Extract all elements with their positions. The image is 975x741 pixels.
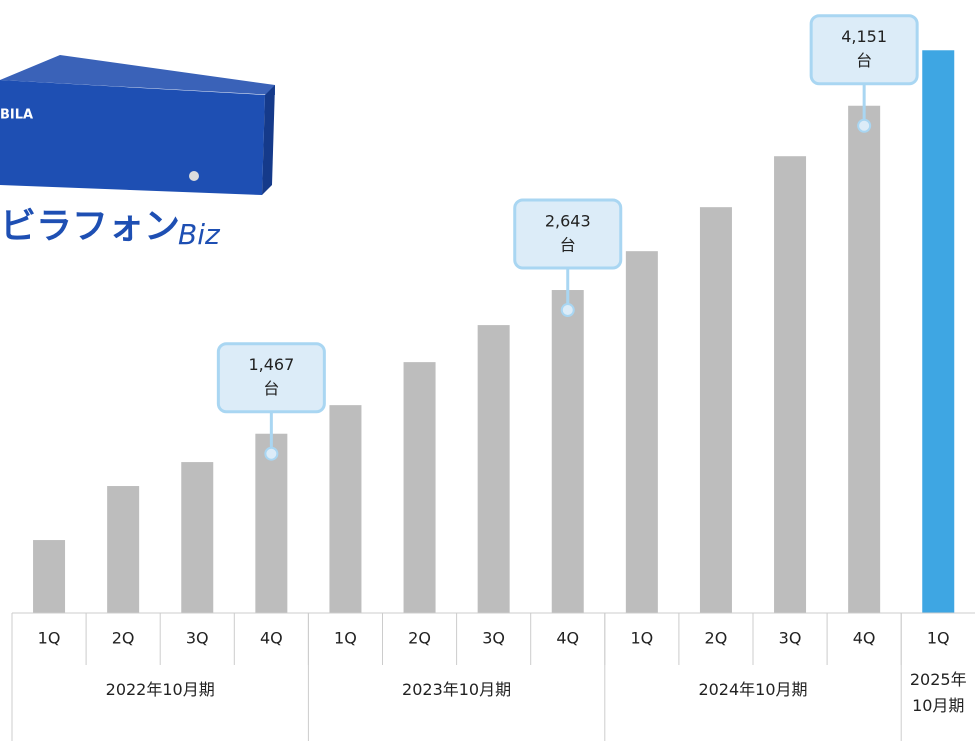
x-tick-label: 2Q: [705, 629, 728, 648]
bar: [107, 486, 140, 613]
group-label: 2024年10月期: [698, 680, 808, 699]
value-label: 1,467: [248, 355, 294, 374]
callout-dot: [560, 303, 575, 318]
device-side: [262, 85, 275, 195]
x-tick-label: 3Q: [482, 629, 505, 648]
x-tick-label: 4Q: [853, 629, 876, 648]
bar: [403, 362, 436, 613]
device-top: [0, 55, 275, 95]
x-tick-label: 1Q: [630, 629, 653, 648]
product-suffix: Biz: [178, 218, 221, 251]
callout-box: [513, 198, 623, 270]
x-tick-label: 4Q: [260, 629, 283, 648]
x-tick-label: 4Q: [556, 629, 579, 648]
power-button: [189, 171, 199, 181]
bar: [922, 50, 955, 614]
bar: [774, 156, 807, 613]
x-tick-label: 3Q: [186, 629, 209, 648]
logo: BILA ビラフォン Biz: [0, 55, 275, 251]
x-tick-label: 2Q: [408, 629, 431, 648]
device-front: [0, 80, 265, 195]
bar: [33, 540, 66, 613]
bar: [255, 433, 288, 613]
group-label: 2023年10月期: [402, 680, 512, 699]
x-tick-label: 1Q: [927, 629, 950, 648]
callout-box: [216, 342, 326, 414]
unit-label: 台: [856, 51, 872, 70]
bar: [625, 251, 658, 613]
product-name: ビラフォン: [0, 206, 180, 247]
unit-label: 台: [263, 379, 279, 398]
bar: [848, 105, 881, 613]
callout-dot: [857, 118, 872, 133]
x-tick-label: 1Q: [38, 629, 61, 648]
callout-dot: [264, 446, 279, 461]
callout-box: [809, 14, 919, 86]
bar: [699, 207, 732, 613]
group-label: 2022年10月期: [105, 680, 215, 699]
value-label: 4,151: [841, 27, 887, 46]
x-tick-label: 2Q: [112, 629, 135, 648]
group-label: 2025年10月期: [909, 670, 967, 715]
x-tick-label: 1Q: [334, 629, 357, 648]
bar: [477, 325, 510, 613]
value-label: 2,643: [545, 212, 591, 231]
bar: [181, 462, 214, 613]
unit-label: 台: [560, 236, 576, 255]
bar: [329, 405, 362, 613]
x-tick-label: 3Q: [779, 629, 802, 648]
bar: [551, 290, 584, 613]
device-label: BILA: [0, 108, 33, 123]
